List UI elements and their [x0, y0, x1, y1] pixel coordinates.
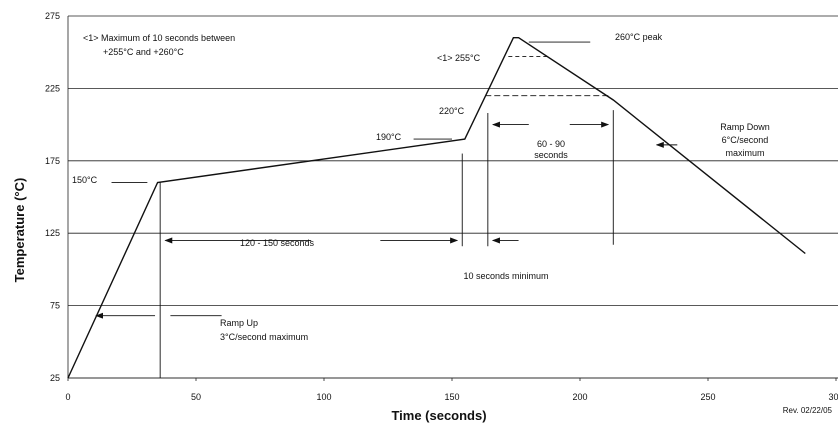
note-line-1: <1> Maximum of 10 seconds between — [83, 33, 235, 43]
y-axis-title: Temperature (°C) — [12, 178, 27, 283]
x-tick-label-50: 50 — [191, 392, 201, 402]
temp-255-label: <1> 255°C — [437, 53, 481, 63]
ramp-down-label-1: Ramp Down — [720, 122, 770, 132]
temp-150-label: 150°C — [72, 175, 98, 185]
tick-labels: 25 75 125 175 225 275 0 50 100 150 200 250 300 — [45, 11, 838, 402]
profile-line — [67, 37, 806, 379]
series — [67, 37, 806, 379]
ramp-down-label-2: 6°C/second — [722, 135, 769, 145]
y-tick-label-75: 75 — [50, 301, 60, 311]
x-tick-label-250: 250 — [700, 392, 715, 402]
temp-220-label: 220°C — [439, 106, 465, 116]
temp-190-label: 190°C — [376, 132, 402, 142]
y-tick-label-125: 125 — [45, 228, 60, 238]
revision-label: Rev. 02/22/05 — [783, 406, 833, 415]
note-line-2: +255°C and +260°C — [103, 47, 184, 57]
y-tick-label-275: 275 — [45, 11, 60, 21]
axes — [67, 16, 838, 381]
window-label-1: 60 - 90 — [537, 139, 565, 149]
guide-lines — [95, 41, 678, 378]
y-tick-label-175: 175 — [45, 156, 60, 166]
gridlines — [68, 15, 838, 379]
min10-label: 10 seconds minimum — [463, 271, 548, 281]
ramp-up-label-2: 3°C/second maximum — [220, 332, 308, 342]
y-tick-label-25: 25 — [50, 373, 60, 383]
x-tick-label-0: 0 — [65, 392, 70, 402]
window-label-2: seconds — [534, 150, 568, 160]
x-tick-label-150: 150 — [444, 392, 459, 402]
ramp-up-label-1: Ramp Up — [220, 318, 258, 328]
x-axis-title: Time (seconds) — [391, 408, 486, 423]
soak-label: 120 - 150 seconds — [240, 238, 315, 248]
y-tick-label-225: 225 — [45, 83, 60, 93]
x-tick-label-300: 300 — [828, 392, 838, 402]
x-tick-label-200: 200 — [572, 392, 587, 402]
x-tick-label-100: 100 — [316, 392, 331, 402]
ramp-down-label-3: maximum — [725, 148, 764, 158]
peak-label: 260°C peak — [615, 32, 663, 42]
